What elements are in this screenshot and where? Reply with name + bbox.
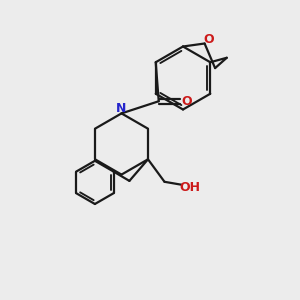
Text: O: O [203, 33, 214, 46]
Text: O: O [181, 95, 192, 108]
Text: N: N [116, 102, 127, 115]
Text: OH: OH [180, 181, 201, 194]
